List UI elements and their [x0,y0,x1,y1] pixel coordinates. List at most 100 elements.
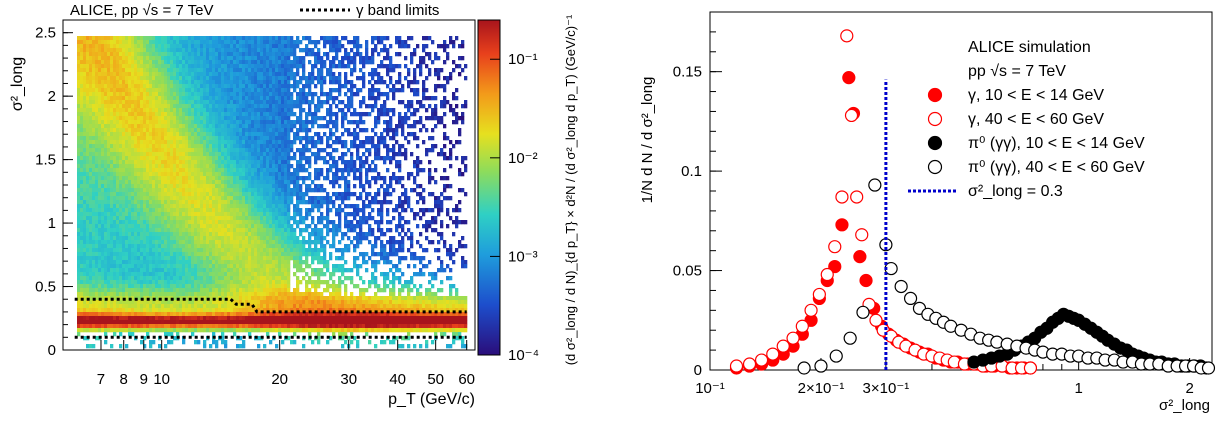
heatmap-cell [98,288,102,293]
heatmap-cell [251,300,255,305]
heatmap-cell [104,148,108,153]
heatmap-cell [170,212,174,217]
heatmap-cell [209,108,213,113]
heatmap-cell [218,60,222,65]
heatmap-cell [194,96,198,101]
heatmap-cell [131,184,135,189]
heatmap-cell [176,308,180,313]
heatmap-cell [257,256,261,261]
heatmap-cell [230,268,234,273]
heatmap-cell [185,48,189,53]
heatmap-cell [248,268,252,273]
heatmap-cell [206,76,210,81]
heatmap-cell [146,188,150,193]
heatmap-cell [101,208,105,213]
heatmap-cell [107,144,111,149]
heatmap-cell [110,92,114,97]
heatmap-cell [149,216,153,221]
heatmap-cell [272,296,276,301]
heatmap-cell [167,304,171,309]
heatmap-cell [203,276,207,281]
heatmap-cell [215,92,219,97]
heatmap-cell [143,264,147,269]
heatmap-cell [197,328,201,333]
heatmap-cell [131,188,135,193]
heatmap-cell [161,308,165,313]
heatmap-cell [155,140,159,145]
heatmap-cell [197,248,201,253]
heatmap-cell [248,280,252,285]
heatmap-cell [260,140,264,145]
heatmap-cell [179,224,183,229]
heatmap-cell [164,72,168,77]
heatmap-cell [89,140,93,145]
heatmap-cell [203,284,207,289]
heatmap-cell [113,68,117,73]
heatmap-cell [152,288,156,293]
heatmap-cell [131,84,135,89]
heatmap-cell [203,304,207,309]
heatmap-cell [233,144,237,149]
heatmap-cell [263,180,267,185]
heatmap-cell [185,208,189,213]
heatmap-cell [101,80,105,85]
heatmap-cell [146,244,150,249]
heatmap-cell [122,228,126,233]
heatmap-cell [89,284,93,289]
heatmap-cell [134,280,138,285]
heatmap-cell [155,264,159,269]
heatmap-cell [152,112,156,117]
heatmap-cell [263,120,267,125]
heatmap-cell [128,160,132,165]
heatmap-cell [254,116,258,121]
heatmap-cell [161,196,165,201]
heatmap-cell [116,172,120,177]
heatmap-cell [218,272,222,277]
heatmap-cell [212,140,216,145]
heatmap-cell [86,52,90,57]
heatmap-cell [83,192,87,197]
heatmap-cell [182,272,186,277]
heatmap-cell [101,244,105,249]
heatmap-cell [80,76,84,81]
heatmap-cell [161,128,165,133]
heatmap-cell [176,316,180,321]
heatmap-cell [158,120,162,125]
heatmap-cell [197,260,201,265]
heatmap-cell [224,76,228,81]
heatmap-cell [233,128,237,133]
heatmap-cell [215,280,219,285]
heatmap-cell [155,188,159,193]
heatmap-cell [230,76,234,81]
heatmap-cell [263,280,267,285]
heatmap-cell [146,300,150,305]
heatmap-cell [140,168,144,173]
heatmap-cell [236,176,240,181]
heatmap-cell [242,316,246,321]
heatmap-cell [242,96,246,101]
heatmap-cell [173,280,177,285]
heatmap-cell [101,164,105,169]
heatmap-cell [185,292,189,297]
heatmap-cell [218,36,222,41]
heatmap-cell [128,228,132,233]
heatmap-cell [245,240,249,245]
heatmap-cell [140,44,144,49]
heatmap-cell [125,88,129,93]
heatmap-cell [146,84,150,89]
heatmap-cell [212,136,216,141]
heatmap-cell [158,304,162,309]
heatmap-cell [98,256,102,261]
heatmap-cell [245,284,249,289]
heatmap-cell [92,344,96,349]
heatmap-cell [266,56,270,61]
heatmap-cell [266,120,270,125]
heatmap-cell [131,96,135,101]
heatmap-cell [155,72,159,77]
heatmap-cell [209,280,213,285]
heatmap-cell [86,236,90,241]
heatmap-cell [182,172,186,177]
heatmap-cell [233,168,237,173]
heatmap-cell [137,264,141,269]
heatmap-cell [110,256,114,261]
